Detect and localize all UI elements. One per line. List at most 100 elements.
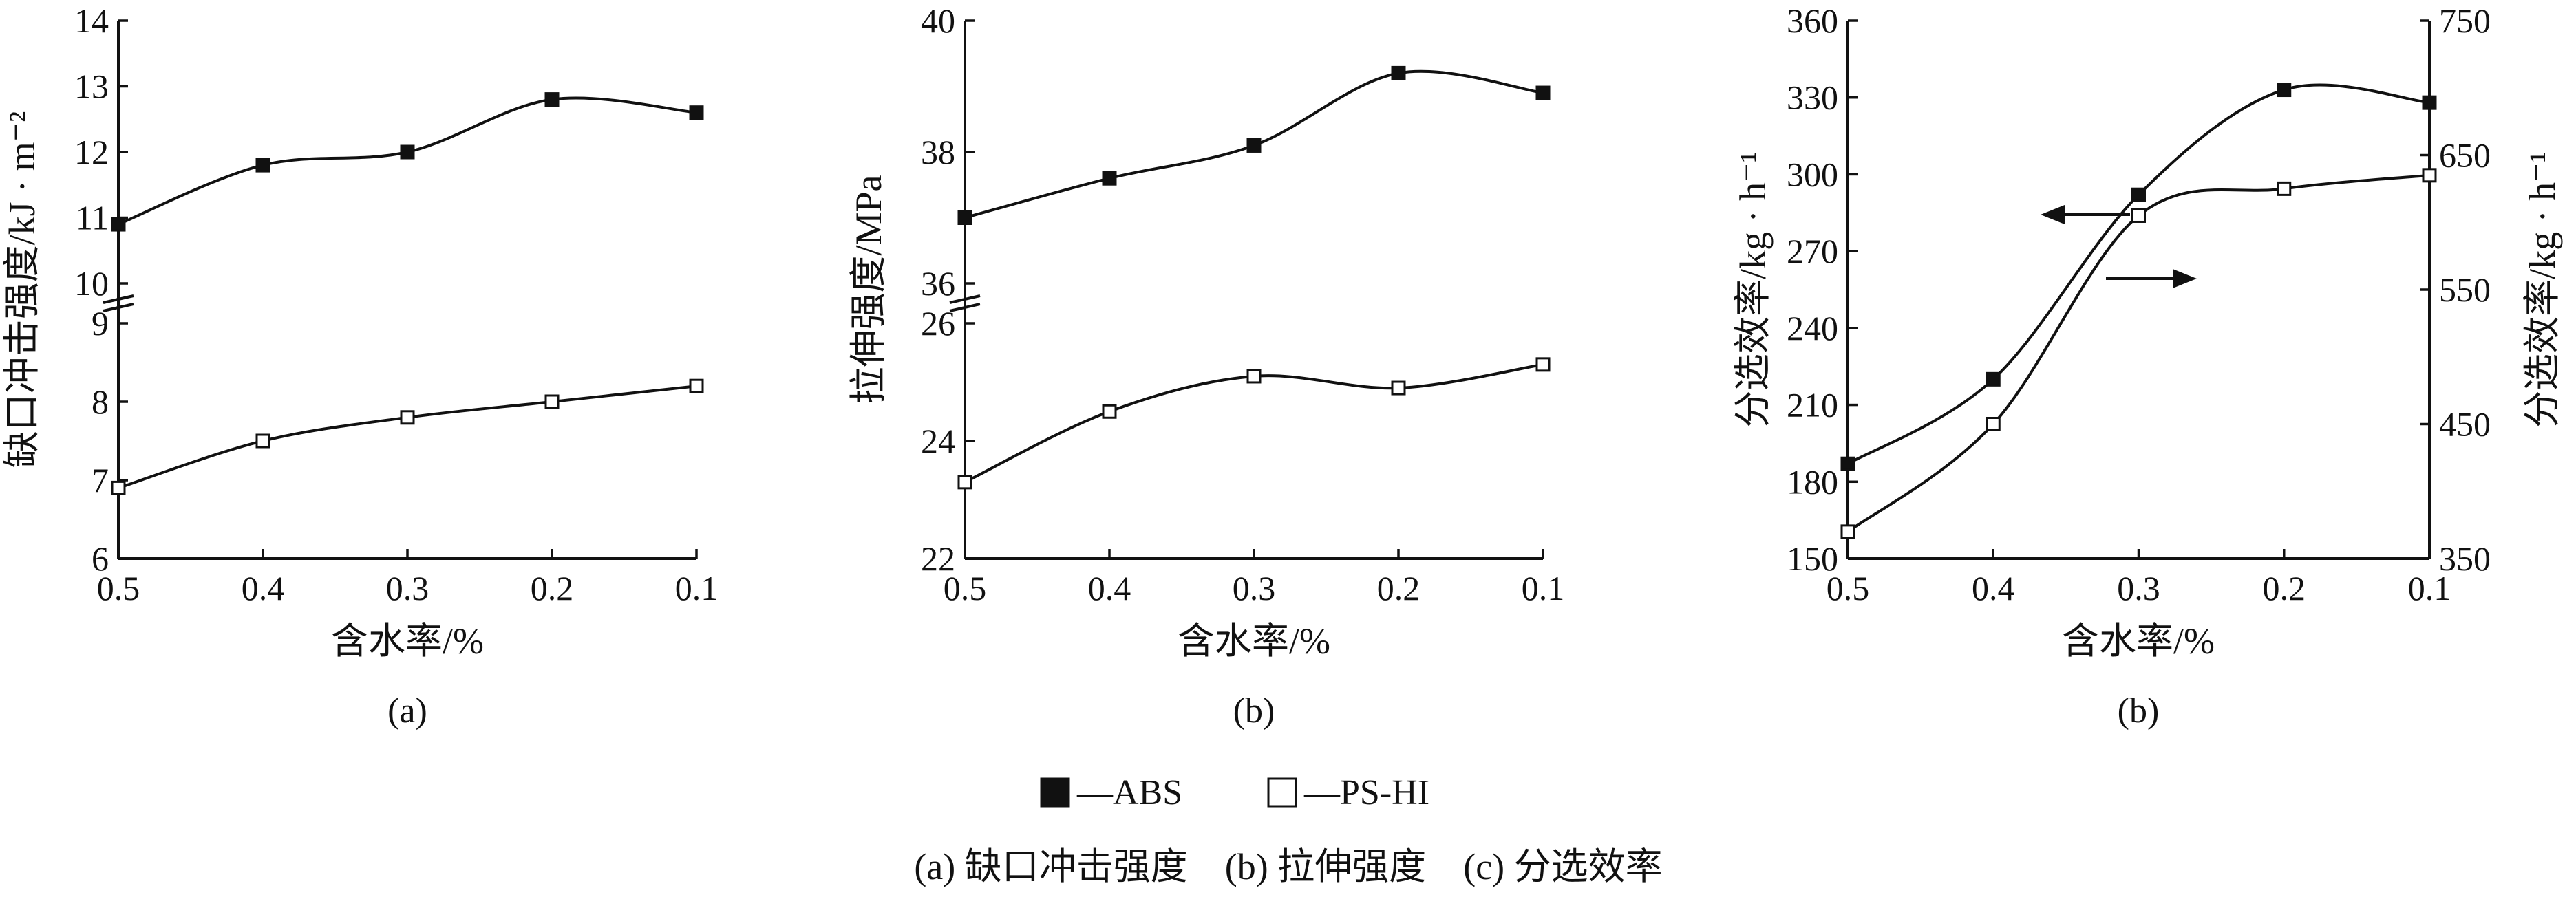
chart-a-ticks: 6 7 8 910 11 12 13 14 0.5 0.4 0.3 0.2 0.1 [74, 1, 718, 607]
chart-b-panel-label: (b) [1233, 691, 1275, 731]
a-ytick-label: 14 [74, 1, 109, 40]
b-xtick-label: 0.3 [1233, 569, 1276, 607]
b-xtick-label: 0.4 [1088, 569, 1131, 607]
a-point-ps-hi [400, 410, 415, 425]
b-point-abs [1391, 65, 1406, 80]
legend-pshi-marker [1267, 777, 1297, 808]
chart-a-ylabel: 缺口冲击强度/kJ · m⁻² [1, 111, 43, 468]
b-point-abs [1246, 138, 1262, 153]
legend: —ABS —PS-HI [1040, 773, 1429, 812]
b-point-ps-hi [1391, 380, 1406, 396]
a-xtick-label: 0.5 [97, 569, 140, 607]
b-ytick-label: 38 [921, 133, 955, 171]
c-point-abs [2422, 95, 2437, 110]
b-xtick-label: 0.2 [1377, 569, 1420, 607]
a-point-ps-hi [544, 394, 560, 409]
chart-c-ylabel-right: 分选效率/kg · h⁻¹ [2522, 151, 2563, 428]
a-ytick-label: 7 [92, 461, 109, 499]
b-point-ps-hi [1246, 369, 1262, 384]
c-point-ps-hi [2131, 208, 2146, 223]
chart-b-axis-break [949, 294, 981, 312]
c-point-ps-hi [1986, 417, 2001, 431]
b-point-abs [1102, 171, 1117, 186]
c-point-abs [1840, 456, 1855, 471]
c-ytick-left-label: 150 [1787, 539, 1838, 578]
chart-b-ylabel: 拉伸强度/MPa [848, 175, 889, 404]
b-xtick-label: 0.5 [944, 569, 987, 607]
c-point-ps-hi [2422, 168, 2437, 183]
a-point-abs [111, 217, 126, 232]
a-point-abs [400, 144, 415, 160]
arrow-left-icon [2041, 205, 2130, 224]
a-point-abs [689, 105, 704, 120]
c-point-abs [1986, 371, 2001, 387]
chart-c: 150 180 210 240 270 300 330 360 350 450 550 650 750 0… [1732, 1, 2563, 731]
chart-c-ticks: 150 180 210 240 270 300 330 360 350 450 550 650 750 0… [1787, 1, 2491, 607]
c-ytick-left-label: 300 [1787, 155, 1838, 193]
a-xtick-label: 0.3 [386, 569, 429, 607]
b-ytick-label: 40 [921, 1, 955, 40]
c-line-ps-hi [1846, 173, 2430, 533]
b-point-ps-hi [957, 475, 972, 490]
chart-a-axis-break [103, 294, 134, 312]
b-point-ps-hi [1535, 357, 1551, 372]
figure-caption: (a) 缺口冲击强度 (b) 拉伸强度 (c) 分选效率 [914, 846, 1662, 887]
chart-b-xlabel: 含水率/% [1178, 620, 1330, 662]
chart-c-marks [1840, 83, 2437, 539]
c-line-abs [1846, 83, 2430, 465]
a-ytick-label: 11 [76, 199, 109, 237]
c-ytick-right-label: 750 [2439, 1, 2491, 40]
c-point-ps-hi [1840, 524, 1855, 539]
a-point-ps-hi [255, 433, 270, 448]
arrow-right-icon [2106, 269, 2197, 288]
c-xtick-label: 0.1 [2408, 569, 2451, 607]
b-xtick-label: 0.1 [1522, 569, 1565, 607]
c-point-abs [2131, 187, 2146, 202]
a-point-ps-hi [689, 378, 704, 393]
c-ytick-right-label: 550 [2439, 270, 2491, 309]
a-line-abs [118, 96, 697, 226]
c-xtick-label: 0.2 [2263, 569, 2306, 607]
c-ytick-left-label: 330 [1787, 78, 1838, 117]
a-ytick-label: 12 [74, 133, 109, 171]
b-point-abs [1535, 85, 1551, 100]
chart-a: 6 7 8 910 11 12 13 14 0.5 0.4 0.3 0.2 0.1 缺口冲击强度/kJ … [1, 1, 718, 731]
a-point-ps-hi [111, 480, 126, 495]
c-xtick-label: 0.5 [1827, 569, 1870, 607]
chart-c-curves [1846, 83, 2430, 533]
chart-a-marks [111, 92, 704, 495]
c-ytick-left-label: 210 [1787, 386, 1838, 424]
chart-b-curves [964, 69, 1544, 484]
chart-a-xlabel: 含水率/% [331, 620, 484, 662]
chart-b-marks [957, 65, 1551, 490]
b-ytick-label: 36 [921, 264, 955, 303]
c-xtick-label: 0.3 [2117, 569, 2160, 607]
a-ytick-label: 6 [92, 539, 109, 578]
a-xtick-label: 0.2 [531, 569, 574, 607]
c-ytick-left-label: 270 [1787, 232, 1838, 270]
b-ytick-label: 24 [921, 422, 955, 460]
c-point-ps-hi [2277, 181, 2292, 196]
c-ytick-left-label: 240 [1787, 309, 1838, 347]
legend-abs-marker [1040, 777, 1070, 808]
a-ytick-label: 10 [74, 264, 109, 303]
b-point-ps-hi [1102, 404, 1117, 419]
c-ytick-right-label: 650 [2439, 136, 2491, 175]
chart-c-panel-label: (b) [2118, 691, 2160, 731]
a-point-abs [255, 158, 270, 173]
chart-a-panel-label: (a) [387, 691, 427, 731]
chart-c-xlabel: 含水率/% [2062, 620, 2215, 662]
legend-pshi-label: —PS-HI [1303, 773, 1429, 812]
legend-abs-label: —ABS [1076, 773, 1182, 812]
c-point-abs [2277, 83, 2292, 98]
c-ytick-right-label: 350 [2439, 539, 2491, 578]
b-ytick-label: 22 [921, 539, 955, 578]
chart-c-ylabel-left: 分选效率/kg · h⁻¹ [1732, 151, 1774, 428]
b-ytick-label: 26 [921, 304, 955, 343]
a-ytick-label: 8 [92, 382, 109, 421]
a-ytick-label: 9 [92, 304, 109, 343]
a-xtick-label: 0.1 [675, 569, 718, 607]
